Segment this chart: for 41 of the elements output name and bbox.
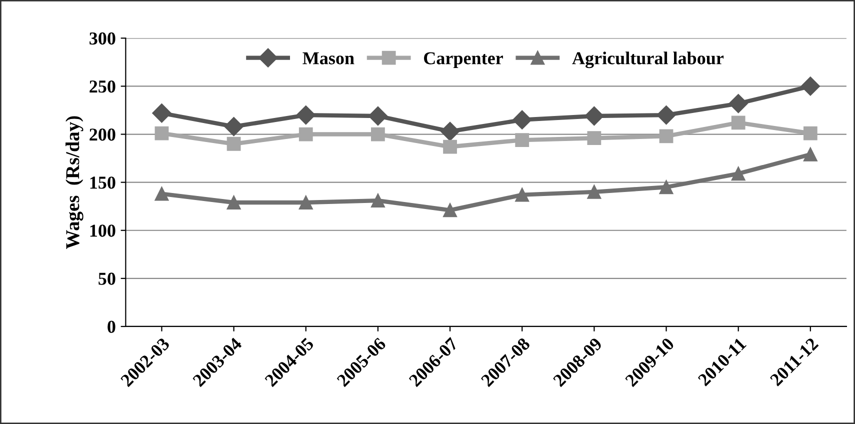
point — [226, 196, 241, 210]
y-axis-title: Wages (Rs/day) — [66, 116, 84, 250]
point — [803, 126, 818, 140]
point — [154, 126, 169, 140]
point — [731, 116, 746, 130]
point — [587, 184, 602, 199]
y-tick-label: 100 — [90, 224, 116, 237]
y-tick-label: 50 — [98, 272, 116, 285]
y-tick-label: 300 — [90, 32, 116, 45]
point — [443, 140, 457, 154]
point — [731, 166, 746, 181]
y-tick-label: 200 — [90, 128, 116, 141]
point — [224, 117, 244, 136]
point — [659, 129, 674, 144]
point — [659, 180, 674, 194]
point — [803, 148, 818, 162]
point — [298, 196, 313, 210]
point — [371, 194, 385, 208]
point — [226, 136, 241, 151]
point — [584, 106, 604, 126]
point — [154, 186, 169, 201]
point — [515, 188, 530, 202]
y-tick-label: 0 — [108, 320, 116, 333]
legend-label: Agricultural labour — [572, 52, 724, 68]
point — [728, 94, 748, 114]
legend-label: Carpenter — [424, 52, 503, 68]
point — [368, 106, 388, 126]
point — [440, 122, 460, 141]
point — [371, 127, 385, 142]
point — [512, 110, 532, 130]
point — [656, 106, 676, 125]
point — [515, 133, 530, 147]
point — [298, 127, 313, 142]
point — [443, 203, 457, 218]
y-tick-label: 250 — [90, 80, 116, 93]
point — [152, 104, 172, 123]
point — [587, 131, 602, 146]
point — [296, 106, 316, 125]
point — [800, 76, 820, 96]
y-tick-label: 150 — [90, 176, 116, 189]
legend-label: Mason — [302, 52, 354, 64]
